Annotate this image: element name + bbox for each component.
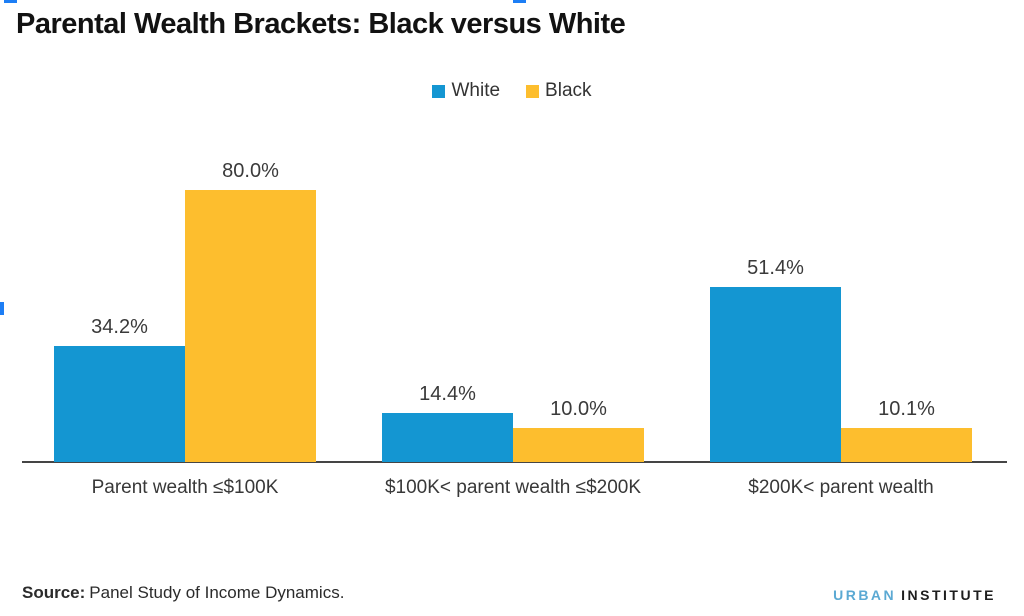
- source-text: Panel Study of Income Dynamics.: [89, 583, 345, 602]
- bar-white-group3: [710, 287, 841, 462]
- legend-item-black: Black: [526, 80, 592, 102]
- legend-item-white: White: [432, 80, 500, 102]
- legend-swatch-black-icon: [526, 84, 540, 98]
- value-label-black-group3: 10.1%: [878, 398, 935, 420]
- logo-word-institute: INSTITUTE: [901, 587, 996, 603]
- source-note: Source: Panel Study of Income Dynamics.: [22, 583, 344, 603]
- logo-word-urban: URBAN: [833, 587, 897, 603]
- x-axis-label-group1: Parent wealth ≤$100K: [91, 477, 279, 498]
- value-label-black-group2: 10.0%: [550, 398, 607, 420]
- bar-black-group3: [841, 428, 972, 462]
- bar-black-group1: [185, 190, 316, 462]
- legend-swatch-white-icon: [432, 84, 446, 98]
- value-label-white-group1: 34.2%: [91, 316, 148, 338]
- x-axis-label-group2: $100K< parent wealth ≤$200K: [384, 477, 642, 498]
- value-label-white-group3: 51.4%: [747, 257, 804, 279]
- x-axis-line: [22, 461, 1007, 463]
- selection-handle-top-center: [513, 0, 526, 3]
- chart-legend: White Black: [0, 80, 1024, 102]
- bar-black-group2: [513, 428, 644, 462]
- urban-institute-logo: URBAN INSTITUTE: [833, 587, 996, 603]
- chart-title: Parental Wealth Brackets: Black versus W…: [16, 8, 626, 40]
- legend-label-black: Black: [545, 80, 592, 101]
- value-label-black-group1: 80.0%: [222, 160, 279, 182]
- source-label: Source:: [22, 583, 86, 602]
- x-axis-label-group3: $200K< parent wealth: [748, 477, 934, 498]
- legend-label-white: White: [451, 80, 501, 101]
- value-label-white-group2: 14.4%: [419, 383, 476, 405]
- selection-handle-left: [0, 302, 4, 315]
- bar-white-group2: [382, 413, 513, 462]
- selection-handle-top-left: [4, 0, 17, 3]
- bar-white-group1: [54, 346, 185, 462]
